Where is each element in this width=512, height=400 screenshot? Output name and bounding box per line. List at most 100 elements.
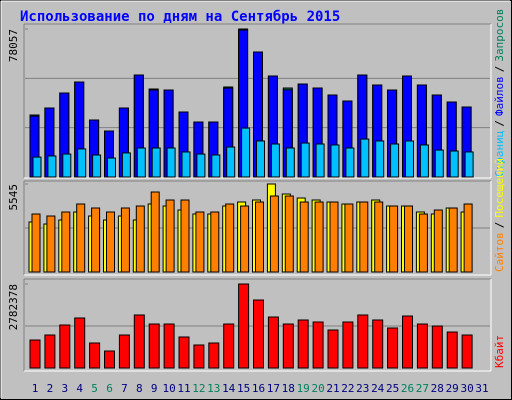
bar [223, 323, 235, 369]
bar [106, 211, 115, 273]
bar [402, 315, 413, 369]
x-tick-label: 12 [192, 382, 205, 395]
bar [285, 147, 295, 178]
bar [47, 155, 57, 178]
bar [91, 207, 101, 273]
bar [120, 207, 130, 273]
bar [387, 327, 399, 369]
x-tick-label: 6 [106, 382, 113, 395]
legend: Страниц / Файлов / Запросов [493, 9, 506, 177]
bar [195, 211, 205, 273]
bar [329, 201, 339, 273]
bar [151, 147, 161, 178]
bar [76, 203, 86, 273]
legend: Кбайт [493, 335, 506, 368]
bar [74, 317, 86, 369]
bar [193, 344, 205, 369]
bar [210, 211, 220, 273]
bar [178, 336, 190, 369]
x-tick-label: 20 [311, 382, 324, 395]
x-tick-label: 13 [207, 382, 220, 395]
bar [404, 205, 413, 273]
y-tick-label: 2782378 [7, 284, 20, 330]
x-tick-label: 30 [460, 382, 473, 395]
bar [284, 195, 294, 273]
bar [269, 195, 279, 273]
bar [344, 203, 354, 273]
x-tick-label: 25 [386, 382, 399, 395]
x-tick-label: 1 [32, 382, 39, 395]
bar [163, 323, 175, 369]
bar [433, 209, 443, 273]
bar [461, 334, 473, 369]
bar [405, 140, 414, 178]
bar [330, 144, 340, 178]
x-tick-label: 14 [222, 382, 236, 395]
bar [180, 199, 190, 273]
x-tick-label: 16 [252, 382, 265, 395]
bar [375, 140, 385, 178]
y-tick-label: 5545 [7, 184, 20, 211]
bar [448, 207, 458, 273]
bar [282, 323, 294, 369]
legend-separator: / [493, 120, 506, 127]
bar [29, 339, 41, 369]
x-tick-label: 18 [282, 382, 295, 395]
x-tick-label: 17 [267, 382, 280, 395]
x-tick-label: 2 [47, 382, 54, 395]
bar [148, 323, 160, 369]
bar [463, 203, 473, 273]
bar [315, 143, 325, 178]
bar [360, 138, 370, 178]
bar [240, 205, 250, 273]
bar [431, 325, 443, 369]
bar [345, 147, 355, 178]
bar [267, 316, 279, 369]
bar [46, 215, 56, 273]
x-tick-label: 11 [177, 382, 190, 395]
bar [241, 127, 251, 178]
x-tick-label: 24 [371, 382, 385, 395]
bar [121, 152, 131, 178]
bar [357, 314, 369, 369]
x-tick-label: 27 [416, 382, 429, 395]
bar [32, 156, 42, 178]
legend: Сайтов / Посещений [493, 158, 506, 272]
legend-entry: Файлов [493, 76, 506, 116]
bar [389, 205, 399, 273]
bar [89, 342, 101, 369]
x-tick-label: 5 [91, 382, 98, 395]
bar [416, 323, 428, 369]
x-tick-label: 19 [297, 382, 310, 395]
bar [166, 147, 176, 178]
x-tick-label: 28 [431, 382, 444, 395]
bar [150, 191, 160, 273]
bar [464, 151, 474, 178]
x-tick-label: 31 [475, 382, 488, 395]
legend-entry: Кбайт [493, 335, 506, 368]
bar [225, 203, 235, 273]
bar [133, 314, 145, 369]
x-tick-label: 26 [401, 382, 414, 395]
bar [77, 148, 87, 178]
legend-separator: / [493, 66, 506, 73]
x-tick-label: 23 [356, 382, 369, 395]
legend-entry: Посещений [493, 158, 506, 218]
bar [196, 153, 206, 178]
bar [104, 350, 115, 369]
legend-entry: Сайтов [493, 232, 506, 272]
x-tick-label: 7 [121, 382, 128, 395]
bar [61, 211, 71, 273]
bar [390, 143, 400, 178]
x-tick-label: 22 [341, 382, 354, 395]
bar [92, 154, 102, 178]
legend-separator: / [493, 222, 506, 229]
bar [446, 331, 458, 369]
bar [314, 201, 324, 273]
bar [118, 334, 130, 369]
bar [255, 201, 264, 273]
x-tick-label: 3 [61, 382, 68, 395]
bar [449, 150, 459, 178]
x-tick-label: 29 [446, 382, 459, 395]
